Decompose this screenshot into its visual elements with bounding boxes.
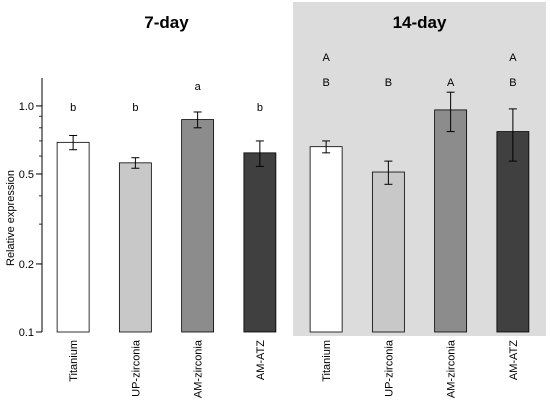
- bar-0-0: [56, 141, 90, 333]
- category-label-0-3: AM-ATZ: [255, 340, 267, 380]
- category-labels: Titanium UP-zirconia AM-zirconia AM-ATZ Tita…: [68, 339, 520, 398]
- panel-title-0: 7-day: [144, 13, 189, 32]
- significance-label-1-2-0: A: [447, 77, 455, 89]
- bar-0-1: [118, 162, 152, 333]
- bar-1-1: [371, 171, 405, 333]
- significance-labels: b b a b B A B A B A: [70, 52, 517, 114]
- y-tick-label-0: 0.1: [19, 327, 34, 339]
- category-label-1-2: AM-zirconia: [446, 339, 458, 398]
- y-axis-title: Relative expression: [5, 170, 17, 266]
- significance-label-1-1-0: B: [385, 77, 392, 89]
- significance-label-1-3-1: A: [509, 52, 517, 64]
- category-label-0-0: Titanium: [68, 340, 80, 382]
- panel-title-1: 14-day: [393, 13, 447, 32]
- significance-label-1-0-1: A: [322, 52, 330, 64]
- y-axis: 0.1 0.2 0.5 1.0: [19, 78, 43, 339]
- significance-label-0-0-0: b: [70, 102, 76, 114]
- category-label-0-1: UP-zirconia: [130, 339, 142, 397]
- significance-label-1-3-0: B: [509, 77, 516, 89]
- panel-titles: 7-day 14-day: [144, 13, 447, 32]
- category-label-1-0: Titanium: [321, 340, 333, 382]
- bar-1-3: [496, 131, 530, 333]
- significance-label-1-0-0: B: [322, 77, 329, 89]
- y-tick-label-2: 0.5: [19, 169, 34, 181]
- significance-label-0-3-0: b: [257, 102, 263, 114]
- significance-label-0-1-0: b: [132, 102, 138, 114]
- y-tick-label-1: 0.2: [19, 259, 34, 271]
- category-label-0-2: AM-zirconia: [193, 339, 205, 398]
- bar-0-3: [243, 152, 277, 333]
- bar-0-2: [181, 119, 215, 333]
- bar-1-0: [309, 146, 343, 333]
- y-tick-label-3: 1.0: [19, 101, 34, 113]
- error-bars: [69, 91, 517, 185]
- bar-1-2: [434, 109, 468, 333]
- category-label-1-3: AM-ATZ: [508, 340, 520, 380]
- category-label-1-1: UP-zirconia: [383, 339, 395, 397]
- bars: [56, 109, 530, 333]
- significance-label-0-2-0: a: [195, 81, 202, 93]
